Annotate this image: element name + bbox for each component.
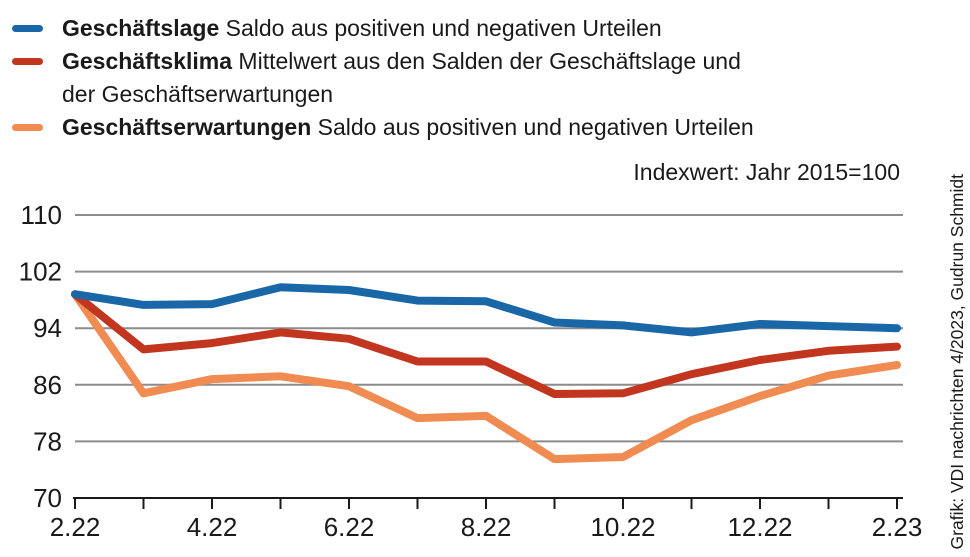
y-axis-label: 78 — [33, 426, 62, 456]
legend-desc: Saldo aus positiven und negativen Urteil… — [317, 114, 754, 140]
legend-term: Geschäftslage — [62, 15, 220, 41]
legend-desc: Saldo aus positiven und negativen Urteil… — [225, 15, 662, 41]
series-line-gesch-ftserwartungen — [71, 290, 901, 464]
legend-swatch-geschaeftslage — [12, 25, 43, 32]
y-axis-label: 70 — [33, 483, 62, 513]
x-axis-label: 6.22 — [324, 512, 375, 542]
legend-label-geschaeftsklima: Geschäftsklima Mittelwert aus den Salden… — [62, 45, 741, 111]
legend-label-geschaeftserwartungen: Geschäftserwartungen Saldo aus positiven… — [62, 111, 754, 144]
x-axis-label: 2.22 — [50, 512, 101, 542]
legend-desc-continuation: der Geschäftserwartungen — [62, 81, 334, 107]
y-axis-label: 102 — [19, 257, 62, 287]
legend-swatch-geschaeftserwartungen — [12, 124, 43, 131]
legend-swatch-geschaeftsklima — [12, 58, 43, 65]
x-axis-label: 10.22 — [590, 512, 655, 542]
legend-item-geschaeftsklima: Geschäftsklima Mittelwert aus den Salden… — [12, 45, 892, 111]
x-axis-label: 8.22 — [461, 512, 512, 542]
legend-item-geschaeftslage: Geschäftslage Saldo aus positiven und ne… — [12, 12, 892, 45]
legend-desc: Mittelwert aus den Salden der Geschäftsl… — [238, 48, 741, 74]
y-axis-label: 110 — [21, 200, 62, 230]
credit-text: Grafik: VDI nachrichten 4/2023, Gudrun S… — [947, 173, 967, 549]
x-axis-label: 4.22 — [187, 512, 238, 542]
legend-label-geschaeftslage: Geschäftslage Saldo aus positiven und ne… — [62, 12, 662, 45]
index-note: Indexwert: Jahr 2015=100 — [633, 159, 900, 185]
chart-legend: Geschäftslage Saldo aus positiven und ne… — [12, 12, 892, 144]
series-line-gesch-ftslage — [71, 283, 901, 337]
x-axis-label: 2.23 — [872, 512, 923, 542]
legend-term: Geschäftsklima — [62, 48, 233, 74]
legend-term: Geschäftserwartungen — [62, 114, 312, 140]
legend-item-geschaeftserwartungen: Geschäftserwartungen Saldo aus positiven… — [12, 111, 892, 144]
y-axis-label: 86 — [33, 370, 62, 400]
y-axis-label: 94 — [33, 313, 62, 343]
x-axis-label: 12.22 — [727, 512, 792, 542]
series-line-gesch-ftsklima — [71, 290, 901, 398]
